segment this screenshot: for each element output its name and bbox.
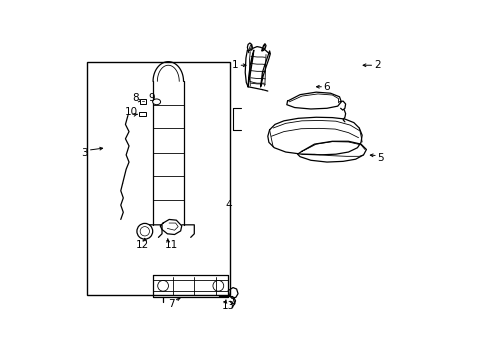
Text: 5: 5: [377, 153, 383, 163]
Bar: [86, 62, 230, 295]
Text: 9: 9: [148, 93, 154, 103]
Text: 1: 1: [232, 60, 238, 70]
Bar: [140, 99, 146, 104]
Text: 8: 8: [132, 93, 138, 103]
Text: 11: 11: [164, 239, 177, 249]
Text: 12: 12: [135, 239, 149, 249]
Text: 10: 10: [125, 107, 138, 117]
Text: 2: 2: [373, 60, 380, 70]
Text: 3: 3: [81, 148, 88, 158]
Ellipse shape: [152, 99, 160, 105]
Bar: [139, 112, 145, 116]
Text: 7: 7: [167, 299, 174, 309]
Text: 6: 6: [323, 82, 329, 92]
Text: 13: 13: [221, 301, 235, 311]
Text: 4: 4: [224, 200, 231, 210]
